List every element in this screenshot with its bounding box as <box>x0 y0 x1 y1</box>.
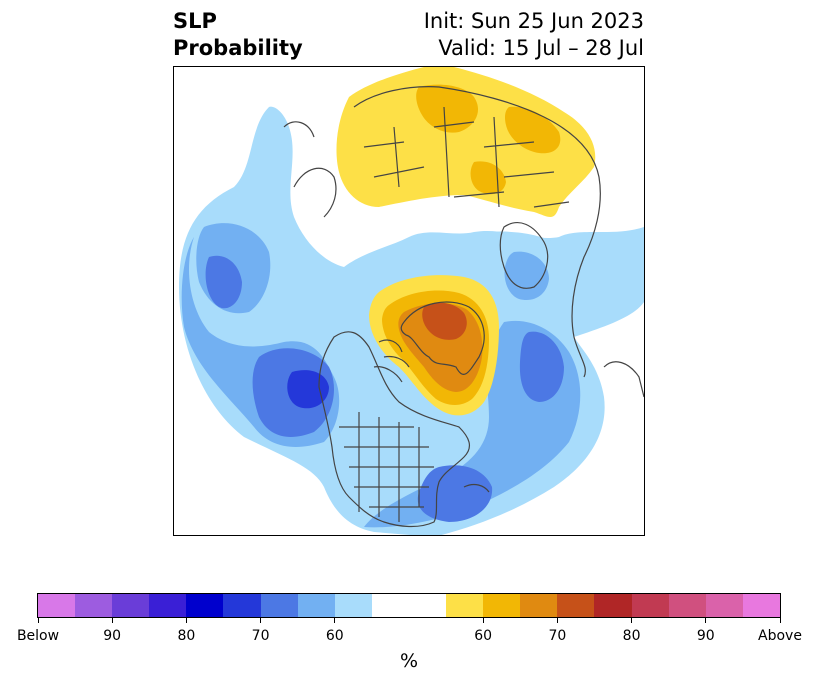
colorbar-tick-mark <box>779 618 781 623</box>
colorbar-segment <box>705 594 743 617</box>
colorbar-tick-mark <box>482 618 484 623</box>
colorbar-tick-mark <box>334 618 336 623</box>
colorbar-tick-label: 70 <box>548 628 567 644</box>
colorbar-tick-label: 60 <box>325 628 344 644</box>
colorbar-tick-mark <box>705 618 707 623</box>
colorbar-segment <box>742 594 780 617</box>
colorbar-tick-mark <box>260 618 262 623</box>
colorbar-segment <box>297 594 335 617</box>
colorbar-unit: % <box>399 650 419 672</box>
colorbar-segment <box>594 594 632 617</box>
init-date: Init: Sun 25 Jun 2023 <box>423 9 644 33</box>
title-variable: SLP <box>173 9 217 33</box>
colorbar-tick-mark <box>37 618 39 623</box>
colorbar-tick-label: 80 <box>622 628 641 644</box>
colorbar-tick-label: 70 <box>251 628 270 644</box>
title-product: Probability <box>173 36 303 60</box>
colorbar-tick-label: 90 <box>696 628 715 644</box>
colorbar-tick-label: 80 <box>177 628 196 644</box>
colorbar-tick-mark <box>185 618 187 623</box>
europe-above-60 <box>336 67 596 217</box>
colorbar-segment <box>668 594 706 617</box>
colorbar-segment <box>483 594 521 617</box>
colorbar-segment <box>446 594 484 617</box>
colorbar-tick-label: 90 <box>103 628 122 644</box>
arctic-above-75 <box>422 302 467 340</box>
colorbar-segment <box>112 594 150 617</box>
colorbar-segment <box>38 594 76 617</box>
colorbar-segment <box>371 594 447 617</box>
colorbar <box>37 593 781 618</box>
europe-above-65 <box>416 84 561 195</box>
atlantic-below-70 <box>417 331 564 522</box>
probability-map <box>173 66 645 536</box>
colorbar-segment <box>260 594 298 617</box>
colorbar-tick-mark <box>556 618 558 623</box>
colorbar-tick-label: Below <box>16 628 60 644</box>
colorbar-segment <box>631 594 669 617</box>
coastlines <box>283 86 644 528</box>
map-svg <box>179 67 644 535</box>
colorbar-segment <box>149 594 187 617</box>
colorbar-tick-mark <box>631 618 633 623</box>
pacific-below-75 <box>287 370 329 409</box>
valid-range: Valid: 15 Jul – 28 Jul <box>438 36 644 60</box>
russia-below-65 <box>504 251 549 301</box>
colorbar-tick-label: Above <box>758 628 802 644</box>
chart-title-right: Init: Sun 25 Jun 2023 Valid: 15 Jul – 28… <box>424 8 644 62</box>
colorbar-segment <box>186 594 224 617</box>
colorbar-tick-mark <box>111 618 113 623</box>
colorbar-segment <box>334 594 372 617</box>
colorbar-segment <box>557 594 595 617</box>
chart-title-left: SLP Probability <box>173 8 303 62</box>
colorbar-segment <box>520 594 558 617</box>
colorbar-segment <box>75 594 113 617</box>
colorbar-segment <box>223 594 261 617</box>
colorbar-tick-label: 60 <box>474 628 493 644</box>
